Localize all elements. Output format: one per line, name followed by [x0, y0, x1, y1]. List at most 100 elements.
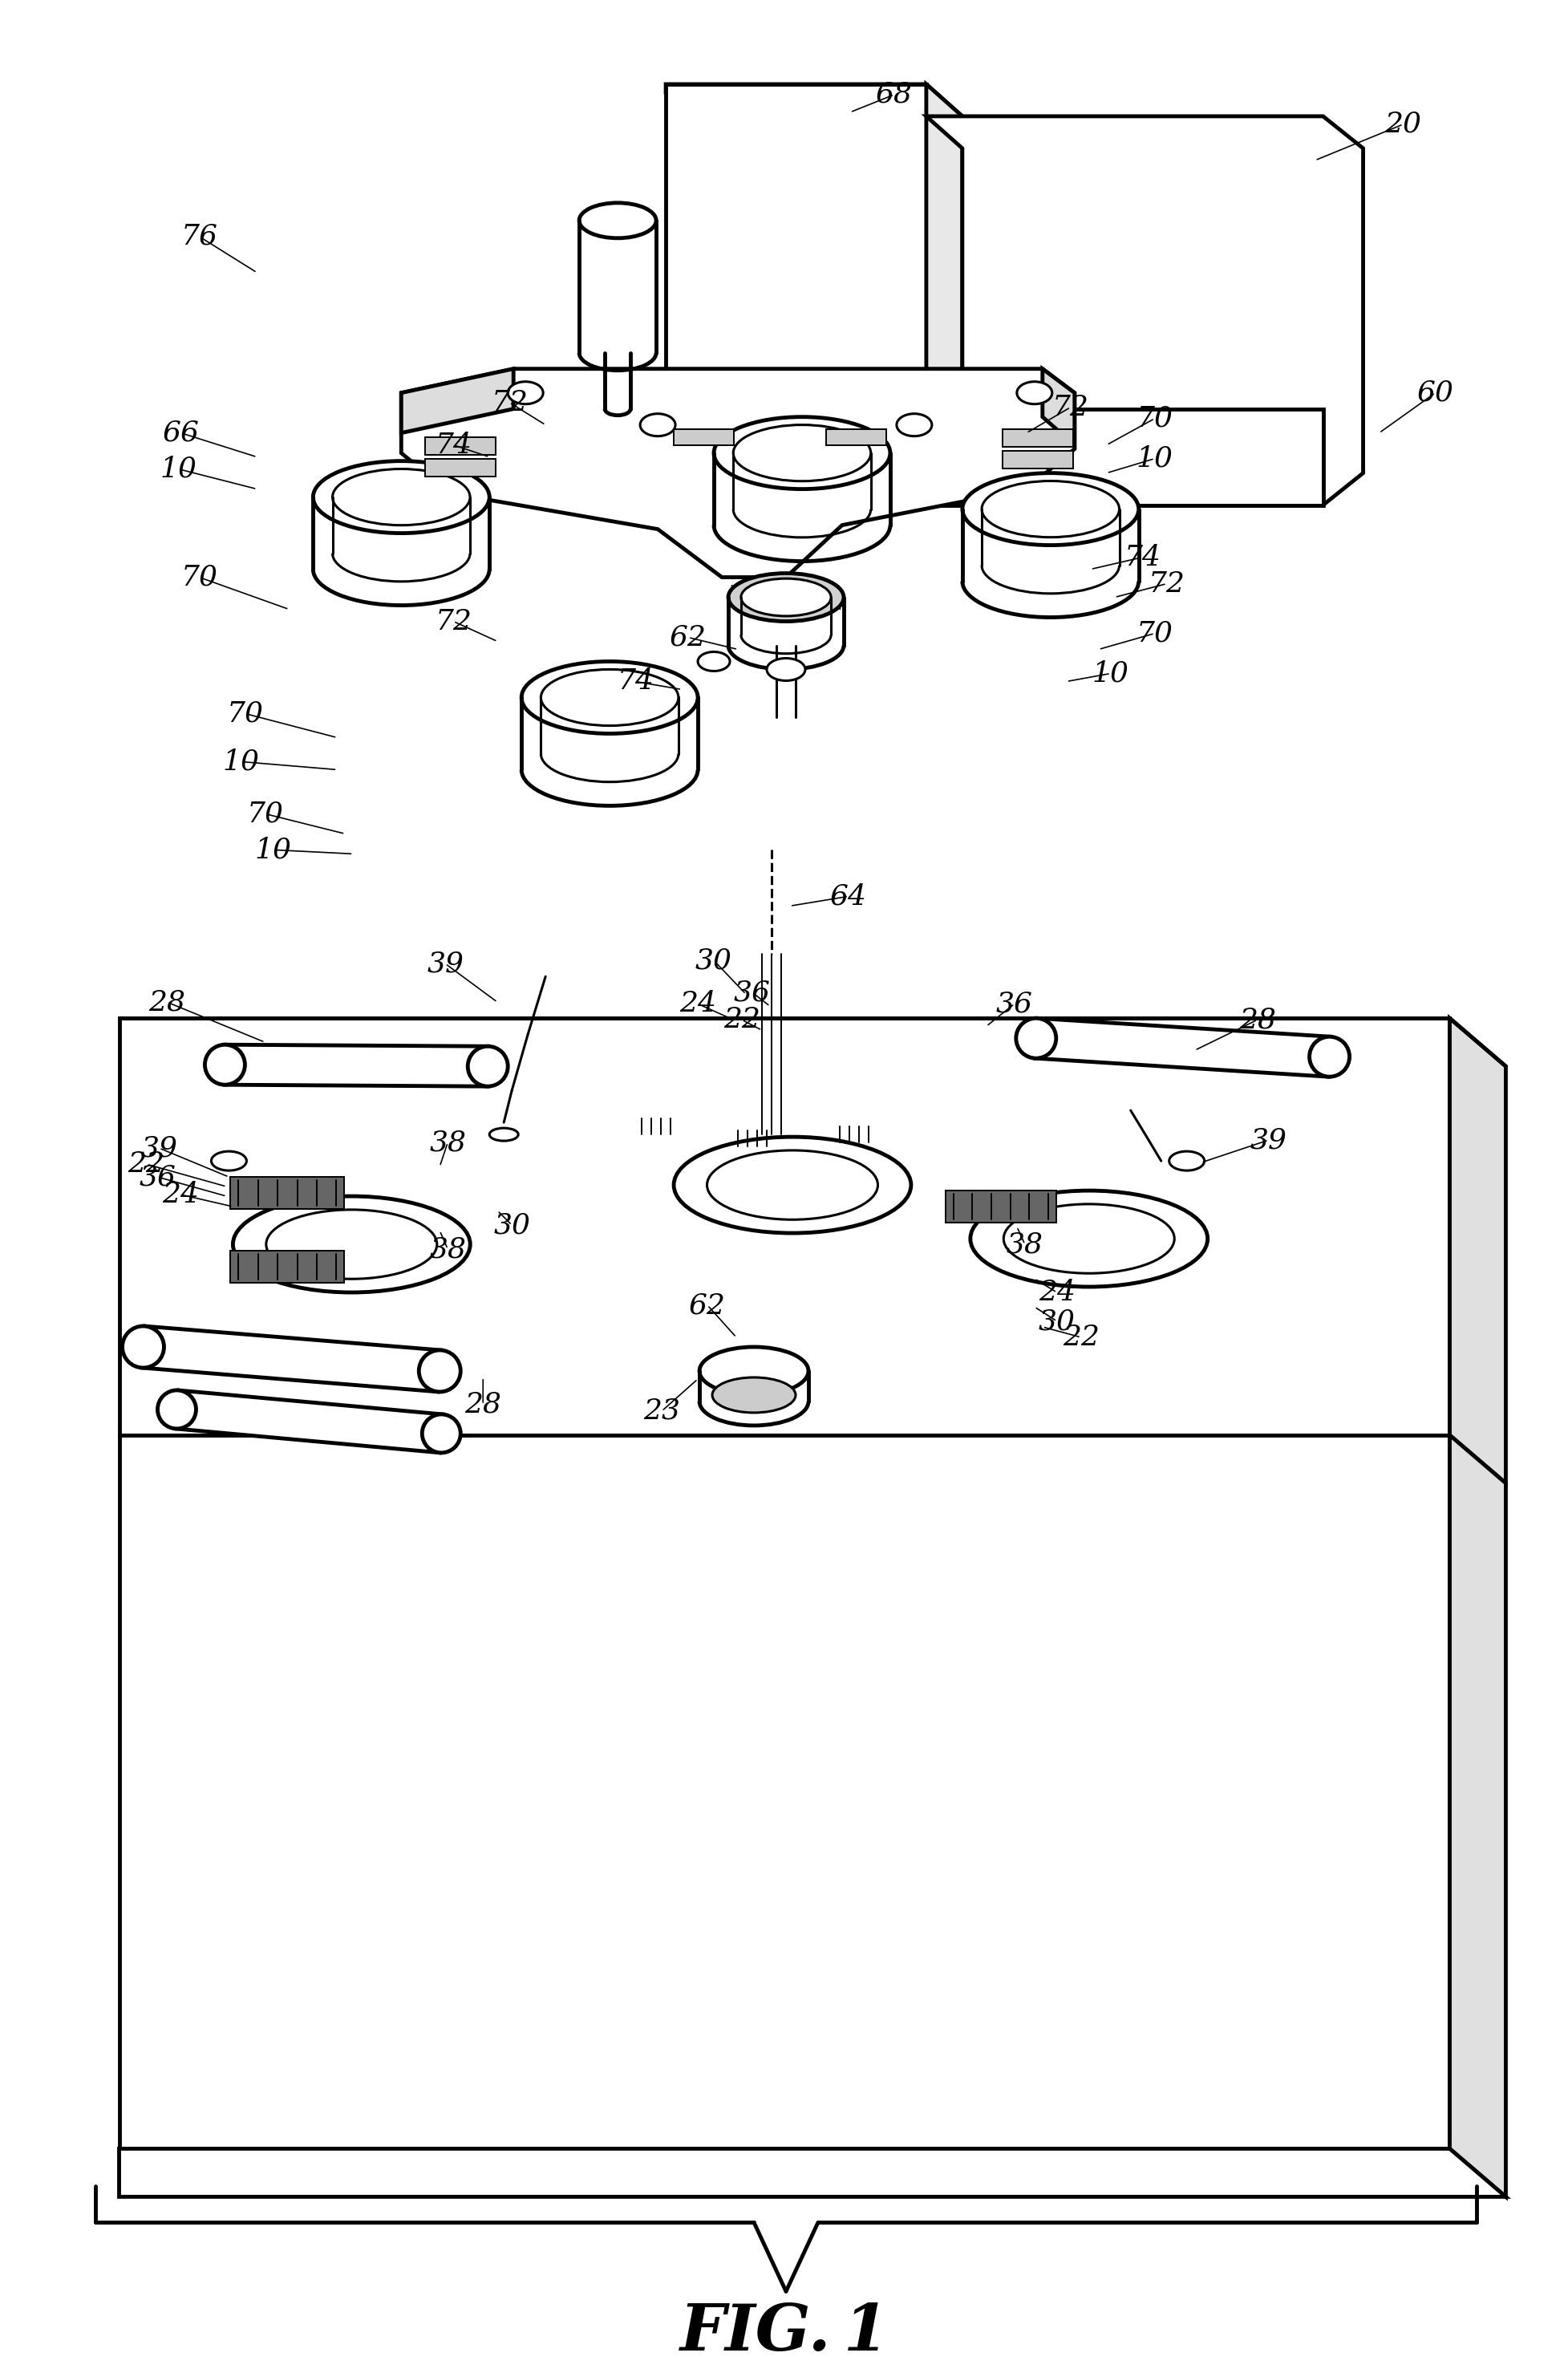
- Text: 74: 74: [1124, 543, 1160, 572]
- Ellipse shape: [419, 1350, 461, 1393]
- Polygon shape: [119, 1018, 1449, 1436]
- Polygon shape: [1043, 368, 1074, 446]
- Text: 30: 30: [1038, 1308, 1074, 1336]
- Text: 62: 62: [670, 624, 706, 650]
- Polygon shape: [401, 368, 513, 432]
- Polygon shape: [119, 1436, 1449, 2148]
- Ellipse shape: [1016, 382, 1052, 403]
- Ellipse shape: [728, 574, 844, 622]
- Text: 70: 70: [1135, 619, 1173, 648]
- Bar: [946, 1191, 1055, 1222]
- Text: 28: 28: [1239, 1006, 1275, 1035]
- Text: 22: 22: [129, 1151, 165, 1177]
- Text: 22: 22: [723, 1006, 760, 1035]
- Ellipse shape: [971, 1191, 1207, 1286]
- Ellipse shape: [521, 662, 698, 733]
- Ellipse shape: [740, 579, 831, 617]
- Text: 76: 76: [180, 223, 218, 249]
- Ellipse shape: [332, 470, 470, 524]
- Ellipse shape: [541, 669, 677, 726]
- Bar: [826, 430, 886, 446]
- Bar: [1002, 451, 1073, 467]
- Text: 60: 60: [1416, 380, 1454, 406]
- Bar: [1002, 430, 1073, 446]
- Text: 64: 64: [829, 883, 867, 909]
- Polygon shape: [925, 116, 1363, 505]
- Text: 70: 70: [246, 800, 284, 828]
- Polygon shape: [1035, 1018, 1330, 1077]
- Text: FIG. 1: FIG. 1: [679, 2302, 889, 2364]
- Text: 66: 66: [163, 420, 199, 446]
- Ellipse shape: [122, 1327, 165, 1367]
- Text: 72: 72: [434, 607, 472, 636]
- Text: 74: 74: [616, 667, 654, 695]
- Polygon shape: [1449, 1018, 1505, 1483]
- Text: 24: 24: [679, 990, 717, 1018]
- Ellipse shape: [897, 413, 931, 437]
- Text: 62: 62: [688, 1291, 726, 1319]
- Ellipse shape: [467, 1046, 508, 1087]
- Bar: [230, 1251, 343, 1284]
- Text: 70: 70: [226, 700, 263, 726]
- Ellipse shape: [212, 1151, 246, 1170]
- Ellipse shape: [205, 1044, 245, 1084]
- Text: 30: 30: [695, 947, 732, 975]
- Ellipse shape: [698, 653, 729, 672]
- Ellipse shape: [707, 1151, 878, 1220]
- Ellipse shape: [961, 472, 1138, 546]
- Polygon shape: [665, 83, 925, 408]
- Text: 10: 10: [160, 456, 196, 482]
- Text: 28: 28: [149, 990, 185, 1016]
- Ellipse shape: [1168, 1151, 1204, 1170]
- Ellipse shape: [508, 382, 543, 403]
- Bar: [673, 430, 734, 446]
- Text: 10: 10: [1091, 660, 1129, 688]
- Polygon shape: [224, 1044, 488, 1087]
- Text: 20: 20: [1385, 112, 1421, 138]
- Text: 72: 72: [1148, 570, 1184, 598]
- Ellipse shape: [1016, 1018, 1055, 1058]
- Text: 36: 36: [734, 980, 770, 1006]
- Text: 10: 10: [1135, 446, 1173, 472]
- Polygon shape: [176, 1391, 442, 1452]
- Text: 23: 23: [643, 1398, 681, 1424]
- Polygon shape: [401, 368, 1074, 577]
- Ellipse shape: [1309, 1037, 1348, 1077]
- Text: 36: 36: [140, 1163, 176, 1191]
- Ellipse shape: [699, 1348, 808, 1395]
- Polygon shape: [925, 408, 1322, 505]
- Polygon shape: [925, 83, 961, 437]
- Ellipse shape: [673, 1137, 911, 1234]
- Text: 30: 30: [494, 1213, 530, 1239]
- Ellipse shape: [767, 657, 804, 681]
- Text: 38: 38: [430, 1130, 466, 1156]
- Text: 24: 24: [1038, 1279, 1074, 1305]
- Text: 72: 72: [491, 389, 528, 415]
- Text: 10: 10: [254, 835, 292, 864]
- Ellipse shape: [713, 418, 889, 489]
- Text: 68: 68: [875, 81, 913, 109]
- Text: 39: 39: [426, 949, 464, 978]
- Ellipse shape: [267, 1210, 437, 1279]
- Ellipse shape: [982, 482, 1118, 536]
- Ellipse shape: [732, 425, 870, 482]
- Text: 72: 72: [1052, 394, 1088, 420]
- Text: 36: 36: [996, 990, 1032, 1018]
- Bar: [425, 437, 495, 456]
- Text: 38: 38: [430, 1236, 466, 1262]
- Polygon shape: [665, 83, 961, 123]
- Ellipse shape: [640, 413, 676, 437]
- Ellipse shape: [314, 460, 489, 534]
- Text: 39: 39: [141, 1134, 177, 1163]
- Text: 39: 39: [1250, 1127, 1286, 1153]
- Polygon shape: [1449, 1436, 1505, 2197]
- Polygon shape: [119, 2148, 1505, 2197]
- Ellipse shape: [422, 1414, 461, 1452]
- Polygon shape: [141, 1327, 441, 1391]
- Ellipse shape: [232, 1196, 470, 1293]
- Text: 10: 10: [223, 747, 259, 776]
- Ellipse shape: [712, 1376, 795, 1412]
- Text: 70: 70: [1135, 406, 1173, 432]
- Ellipse shape: [579, 202, 655, 237]
- Text: 22: 22: [1062, 1324, 1099, 1350]
